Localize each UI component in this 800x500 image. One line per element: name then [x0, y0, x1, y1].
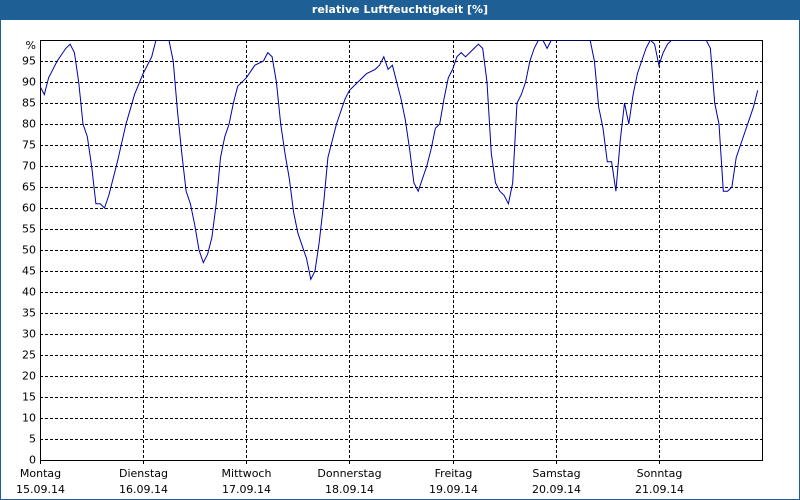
y-tick-label: 30: [22, 328, 36, 341]
x-tick-date: 15.09.14: [16, 483, 65, 496]
title-bar: [0, 0, 800, 20]
chart-title: relative Luftfeuchtigkeit [%]: [312, 3, 488, 16]
y-tick-label: 40: [22, 286, 36, 299]
x-tick-date: 21.09.14: [635, 483, 684, 496]
y-tick-label: 70: [22, 160, 36, 173]
y-tick-label: 80: [22, 118, 36, 131]
y-tick-label: 60: [22, 202, 36, 215]
y-tick-label: 55: [22, 223, 36, 236]
y-tick-label: 95: [22, 55, 36, 68]
x-tick-label: Dienstag: [119, 467, 168, 480]
x-tick-label: Mittwoch: [222, 467, 272, 480]
y-tick-label: 65: [22, 181, 36, 194]
y-tick-label: 15: [22, 391, 36, 404]
x-tick-label: Donnerstag: [317, 467, 381, 480]
x-tick-label: Samstag: [532, 467, 580, 480]
x-tick-label: Freitag: [435, 467, 473, 480]
x-tick-date: 18.09.14: [325, 483, 374, 496]
x-tick-date: 17.09.14: [222, 483, 271, 496]
y-tick-label: 90: [22, 76, 36, 89]
y-unit: %: [26, 39, 36, 52]
y-tick-label: 10: [22, 412, 36, 425]
x-tick-label: Sonntag: [637, 467, 683, 480]
data-line: [40, 40, 759, 281]
x-tick-date: 16.09.14: [119, 483, 168, 496]
x-tick-date: 20.09.14: [532, 483, 581, 496]
y-tick-label: 20: [22, 370, 36, 383]
y-tick-label: 35: [22, 307, 36, 320]
y-tick-label: 85: [22, 97, 36, 110]
y-tick-label: 5: [29, 433, 36, 446]
x-tick-label: Montag: [20, 467, 61, 480]
y-tick-label: 25: [22, 349, 36, 362]
y-tick-label: 0: [29, 454, 36, 467]
x-tick-date: 19.09.14: [429, 483, 478, 496]
y-tick-label: 45: [22, 265, 36, 278]
y-tick-label: 50: [22, 244, 36, 257]
y-tick-label: 75: [22, 139, 36, 152]
